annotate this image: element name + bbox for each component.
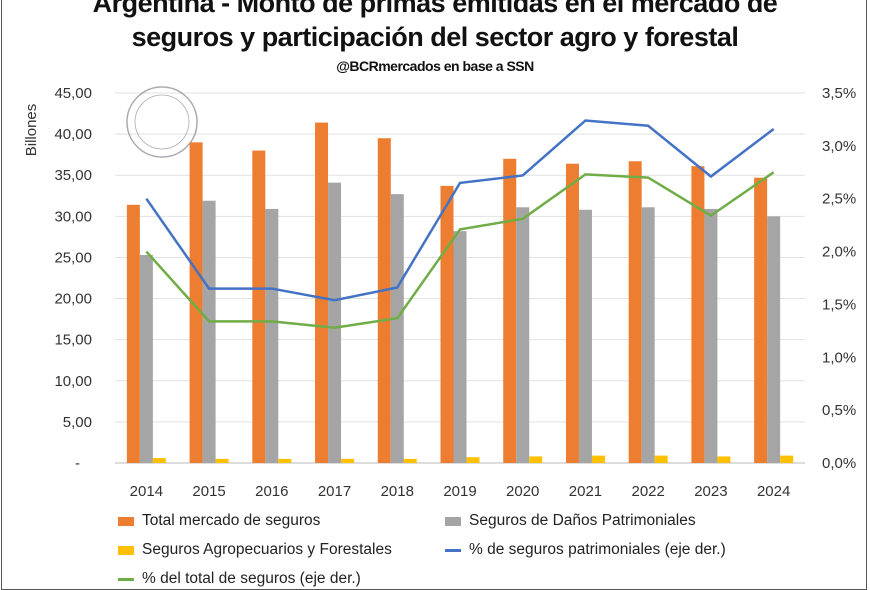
bar-1-2015 <box>203 201 216 463</box>
y-tick-label: - <box>75 455 80 472</box>
y2-tick-label: 1,5% <box>822 296 856 313</box>
bar-0-2016 <box>252 151 265 463</box>
bar-2-2023 <box>717 456 730 463</box>
bar-2-2015 <box>216 459 229 463</box>
x-tick-label: 2024 <box>757 483 790 500</box>
bar-2-2024 <box>780 456 793 463</box>
legend-label: Seguros de Daños Patrimoniales <box>469 512 696 530</box>
legend-item: % del total de seguros (eje der.) <box>118 570 361 588</box>
bar-1-2022 <box>642 207 655 463</box>
bar-2-2019 <box>467 457 480 463</box>
legend-label: Total mercado de seguros <box>142 512 320 530</box>
y-axis-label: Billones <box>23 104 40 157</box>
bar-1-2023 <box>704 209 717 463</box>
bar-0-2022 <box>629 161 642 463</box>
bar-1-2014 <box>140 255 153 463</box>
legend-swatch <box>445 517 461 526</box>
y2-tick-label: 3,5% <box>822 85 856 102</box>
y-tick-label: 10,00 <box>54 373 92 390</box>
y-tick-label: 20,00 <box>54 291 92 308</box>
bar-1-2017 <box>328 183 341 463</box>
legend-line-marker <box>118 578 134 581</box>
bar-1-2018 <box>391 194 404 463</box>
bar-2-2021 <box>592 456 605 463</box>
legend-item: Seguros Agropecuarios y Forestales <box>118 541 392 559</box>
legend-label: % de seguros patrimoniales (eje der.) <box>469 541 726 559</box>
bar-2-2018 <box>404 459 417 463</box>
y-tick-label: 30,00 <box>54 208 92 225</box>
bar-1-2024 <box>767 216 780 463</box>
x-tick-label: 2014 <box>130 483 163 500</box>
x-tick-label: 2017 <box>318 483 351 500</box>
bar-2-2017 <box>341 459 354 463</box>
x-tick-label: 2016 <box>255 483 288 500</box>
legend-label: % del total de seguros (eje der.) <box>142 570 361 588</box>
legend-item: Seguros de Daños Patrimoniales <box>445 512 696 530</box>
bar-2-2022 <box>655 456 668 463</box>
legend-label: Seguros Agropecuarios y Forestales <box>142 541 392 559</box>
y2-tick-label: 3,0% <box>822 138 856 155</box>
legend-item: Total mercado de seguros <box>118 512 320 530</box>
legend-swatch <box>118 546 134 555</box>
bar-0-2024 <box>754 178 767 463</box>
legend-item: % de seguros patrimoniales (eje der.) <box>445 541 726 559</box>
bar-2-2020 <box>529 456 542 463</box>
legend-swatch <box>118 517 134 526</box>
x-tick-label: 2022 <box>631 483 664 500</box>
y2-tick-label: 0,0% <box>822 455 856 472</box>
bar-1-2021 <box>579 210 592 463</box>
x-tick-label: 2021 <box>569 483 602 500</box>
bar-1-2016 <box>265 209 278 463</box>
y2-tick-label: 2,5% <box>822 191 856 208</box>
y2-tick-label: 0,5% <box>822 402 856 419</box>
bar-0-2021 <box>566 164 579 463</box>
x-tick-label: 2023 <box>694 483 727 500</box>
bar-0-2018 <box>378 138 391 463</box>
bar-0-2014 <box>127 205 140 463</box>
x-tick-label: 2019 <box>443 483 476 500</box>
bar-2-2016 <box>278 459 291 463</box>
bar-0-2020 <box>503 159 516 463</box>
y2-tick-label: 2,0% <box>822 244 856 261</box>
bar-0-2017 <box>315 123 328 463</box>
bar-2-2014 <box>153 458 166 463</box>
x-tick-label: 2015 <box>192 483 225 500</box>
y-tick-label: 45,00 <box>54 85 92 102</box>
bar-0-2019 <box>441 186 454 463</box>
x-tick-label: 2020 <box>506 483 539 500</box>
y-tick-label: 25,00 <box>54 249 92 266</box>
legend-line-marker <box>445 549 461 552</box>
y-tick-label: 40,00 <box>54 126 92 143</box>
y2-tick-label: 1,0% <box>822 349 856 366</box>
bcr-seal-logo <box>127 87 197 157</box>
y-tick-label: 15,00 <box>54 332 92 349</box>
bar-1-2019 <box>454 231 467 463</box>
bar-1-2020 <box>516 207 529 463</box>
y-tick-label: 5,00 <box>63 414 92 431</box>
x-tick-label: 2018 <box>381 483 414 500</box>
y-tick-label: 35,00 <box>54 167 92 184</box>
